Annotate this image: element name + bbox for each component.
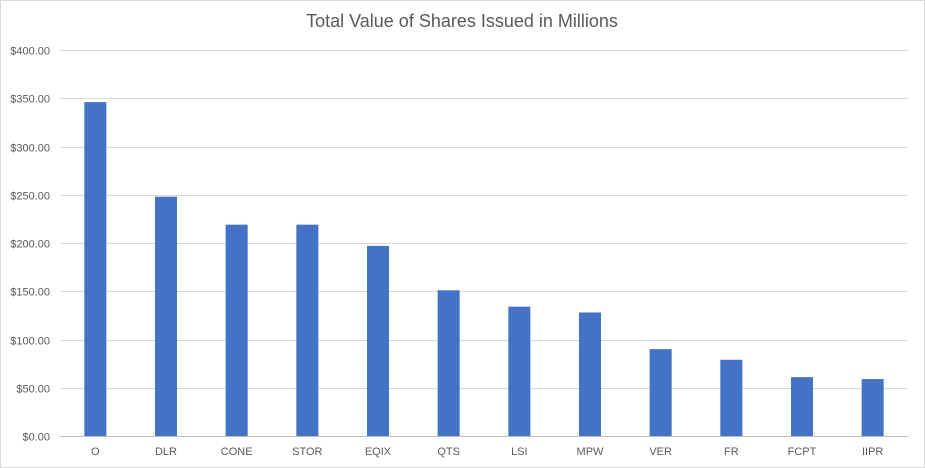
x-tick-label: STOR [292,446,322,458]
x-tick-label: EQIX [365,446,392,458]
x-tick-label: FR [724,446,739,458]
bar-iipr [861,379,884,436]
x-tick-label: QTS [437,446,460,458]
bar-dlr [155,196,177,436]
x-axis-ticks: O DLR CONE STOR EQIX QTS LSI MPW VER FR FCPT IIPR [91,446,883,458]
bar-mpw [579,312,601,436]
bar-o [84,102,107,437]
bar-ver [649,349,672,436]
chart-title: Total Value of Shares Issued in Millions [306,11,618,31]
x-tick-label: DLR [155,446,177,458]
y-tick-label: $0.00 [22,432,50,444]
bar-lsi [508,306,531,436]
x-tick-label: MPW [577,446,605,458]
x-tick-label: CONE [221,446,253,458]
bar-qts [437,290,460,436]
y-tick-label: $400.00 [10,46,50,58]
y-tick-label: $250.00 [10,191,50,203]
gridlines [60,50,908,389]
x-tick-label: O [91,446,100,458]
y-tick-label: $350.00 [10,94,50,106]
x-tick-label: VER [649,446,672,458]
bar-stor [296,224,319,436]
y-tick-label: $300.00 [10,143,50,155]
x-tick-label: LSI [511,446,528,458]
bar-fcpt [791,377,813,436]
bars [84,102,884,437]
x-tick-label: IIPR [862,446,883,458]
bar-eqix [367,245,389,436]
x-tick-label: FCPT [788,446,817,458]
y-tick-label: $150.00 [10,287,50,299]
y-tick-label: $200.00 [10,239,50,251]
y-axis-ticks: $0.00 $50.00 $100.00 $150.00 $200.00 $250.00 $… [10,46,50,444]
bar-cone [225,224,248,436]
bar-fr [720,359,743,436]
y-tick-label: $50.00 [16,384,50,396]
y-tick-label: $100.00 [10,336,50,348]
